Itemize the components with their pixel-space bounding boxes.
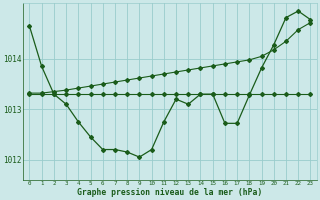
X-axis label: Graphe pression niveau de la mer (hPa): Graphe pression niveau de la mer (hPa) xyxy=(77,188,263,197)
